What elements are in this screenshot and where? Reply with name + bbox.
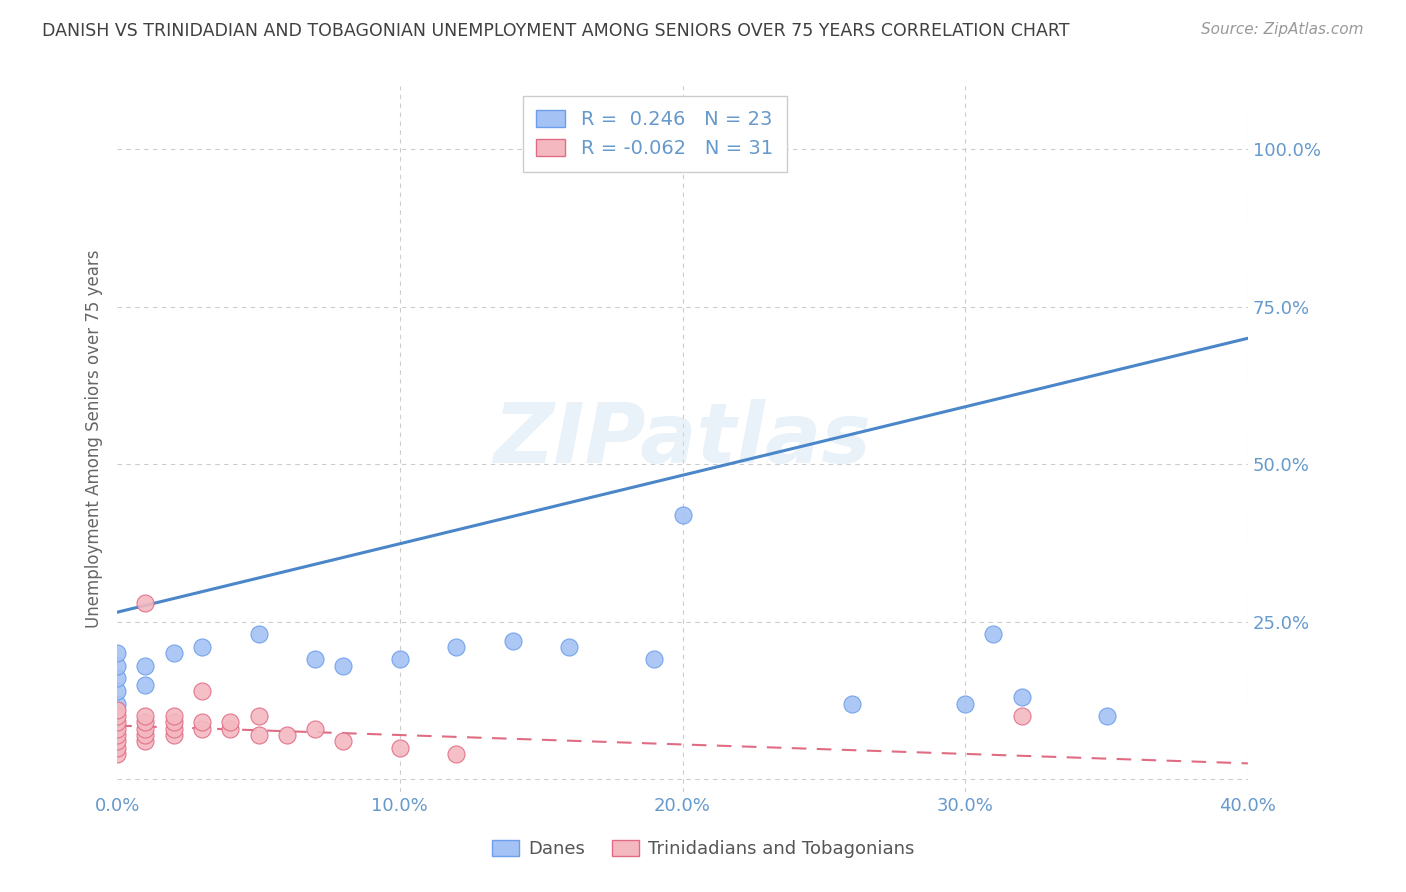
Point	[671, 508, 693, 522]
Point	[134, 709, 156, 723]
Point	[105, 715, 128, 730]
Point	[502, 633, 524, 648]
Point	[643, 652, 665, 666]
Point	[247, 709, 270, 723]
Point	[105, 697, 128, 711]
Point	[558, 640, 581, 654]
Point	[304, 652, 326, 666]
Point	[191, 715, 214, 730]
Point	[388, 652, 411, 666]
Point	[134, 734, 156, 748]
Point	[332, 658, 354, 673]
Point	[105, 671, 128, 685]
Point	[191, 640, 214, 654]
Text: ZIPatlas: ZIPatlas	[494, 399, 872, 480]
Point	[105, 722, 128, 736]
Point	[446, 747, 468, 761]
Legend: R =  0.246   N = 23, R = -0.062   N = 31: R = 0.246 N = 23, R = -0.062 N = 31	[523, 96, 787, 172]
Point	[1011, 690, 1033, 705]
Point	[1095, 709, 1118, 723]
Point	[841, 697, 863, 711]
Point	[105, 728, 128, 742]
Point	[134, 722, 156, 736]
Point	[332, 734, 354, 748]
Point	[105, 734, 128, 748]
Point	[105, 658, 128, 673]
Point	[1011, 709, 1033, 723]
Point	[953, 697, 976, 711]
Point	[219, 715, 242, 730]
Point	[105, 646, 128, 660]
Point	[388, 740, 411, 755]
Point	[163, 722, 186, 736]
Point	[304, 722, 326, 736]
Point	[219, 722, 242, 736]
Point	[983, 627, 1005, 641]
Text: Source: ZipAtlas.com: Source: ZipAtlas.com	[1201, 22, 1364, 37]
Point	[105, 747, 128, 761]
Point	[276, 728, 298, 742]
Point	[134, 728, 156, 742]
Point	[247, 627, 270, 641]
Point	[163, 709, 186, 723]
Y-axis label: Unemployment Among Seniors over 75 years: Unemployment Among Seniors over 75 years	[86, 250, 103, 628]
Point	[163, 715, 186, 730]
Text: DANISH VS TRINIDADIAN AND TOBAGONIAN UNEMPLOYMENT AMONG SENIORS OVER 75 YEARS CO: DANISH VS TRINIDADIAN AND TOBAGONIAN UNE…	[42, 22, 1070, 40]
Point	[105, 709, 128, 723]
Point	[134, 658, 156, 673]
Legend: Danes, Trinidadians and Tobagonians: Danes, Trinidadians and Tobagonians	[485, 832, 921, 865]
Point	[134, 596, 156, 610]
Point	[191, 722, 214, 736]
Point	[247, 728, 270, 742]
Point	[163, 646, 186, 660]
Point	[134, 715, 156, 730]
Point	[105, 703, 128, 717]
Point	[163, 728, 186, 742]
Point	[446, 640, 468, 654]
Point	[191, 684, 214, 698]
Point	[134, 678, 156, 692]
Point	[105, 740, 128, 755]
Point	[105, 684, 128, 698]
